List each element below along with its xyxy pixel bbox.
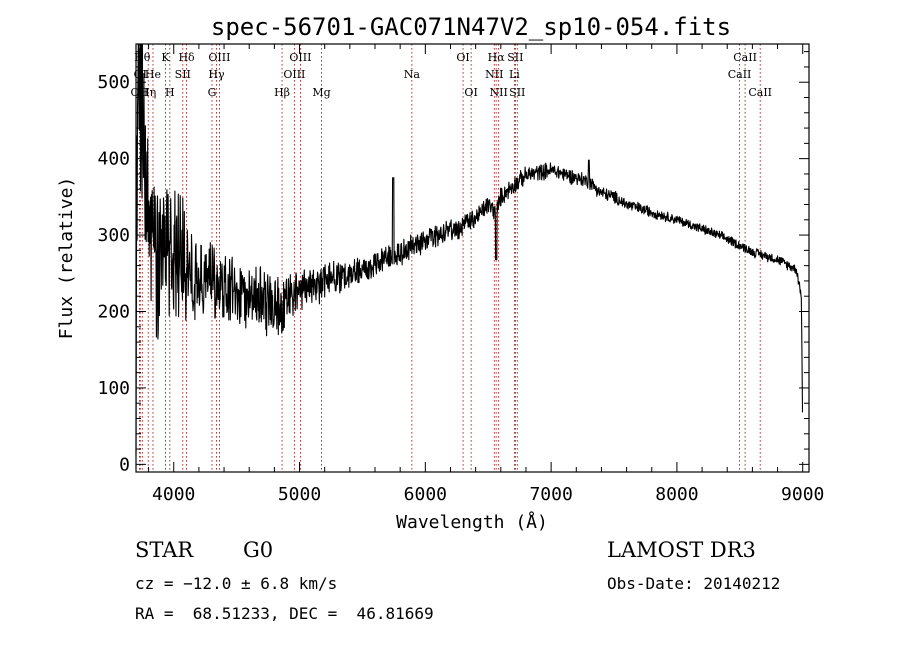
spectral-line-label-26: CaII [733,51,757,64]
x-tick-label-6000: 6000 [404,484,447,505]
spectral-line-label-11: OIII [208,51,230,64]
spectrum-line [135,43,804,456]
y-tick-label-500: 500 [97,72,130,93]
spectral-line-label-25: CaII [728,68,752,81]
x-tick-label-5000: 5000 [278,484,321,505]
redshift-text: cz = −12.0 ± 6.8 km/s [135,574,338,593]
spectral-line-label-15: Mg [312,86,330,99]
x-tick-label-9000: 9000 [781,484,824,505]
coordinates: RA = 68.51233, DEC = 46.81669 [135,604,434,623]
plot-frame [135,43,810,473]
spectral-line-label-20: Hα [488,51,506,64]
spectral-line-label-17: OI [456,51,469,64]
spectral-line-label-27: CaII [748,86,772,99]
spectral-line-label-12: Hβ [274,86,290,99]
y-tick-label-100: 100 [97,378,130,399]
y-tick-label-0: 0 [119,454,130,475]
spectral-line-markers [138,44,761,472]
x-tick-label-8000: 8000 [655,484,698,505]
spectral-line-label-9: G [208,86,217,99]
y-axis-ticks: 0 100 200 300 400 500 [97,51,809,475]
spectral-line-label-6: H [165,86,175,99]
spectral-line-label-22: Li [509,68,520,81]
spectral-line-label-19: NII [485,68,503,81]
spectral-line-label-4: He [145,68,161,81]
spectral-line-label-8: Hδ [178,51,195,64]
spectral-line-label-16: Na [404,68,421,81]
y-tick-label-400: 400 [97,149,130,170]
x-tick-label-4000: 4000 [152,484,195,505]
x-tick-label-7000: 7000 [529,484,572,505]
spectral-line-label-14: OIII [289,51,311,64]
spectral-line-label-18: OI [464,86,477,99]
object-class: STAR [135,538,194,562]
y-tick-label-300: 300 [97,225,130,246]
x-axis-ticks: 4000 5000 6000 7000 8000 9000 [148,44,824,505]
obs-date: Obs-Date: 20140212 [607,574,781,593]
spectral-subclass: G0 [243,538,274,562]
spectral-line-labels: OIIOIHθHηHeKHSIIHδGHγOIIIHβOIIIOIIIMgNaO… [131,51,772,99]
spectral-line-label-7: SII [175,68,191,81]
spectral-line-label-10: Hγ [208,68,225,81]
spectral-line-label-21: NII [490,86,508,99]
spectral-line-label-5: K [161,51,170,64]
x-axis-label: Wavelength (Å) [396,511,548,533]
chart-title: spec-56701-GAC071N47V2_sp10-054.fits [211,13,731,41]
spectral-line-label-13: OIII [283,68,305,81]
spectral-line-label-24: SII [509,86,525,99]
survey-name: LAMOST DR3 [607,538,756,562]
y-tick-label-200: 200 [97,302,130,323]
spectral-line-label-23: SII [507,51,523,64]
y-axis-label: Flux (relative) [56,177,77,340]
